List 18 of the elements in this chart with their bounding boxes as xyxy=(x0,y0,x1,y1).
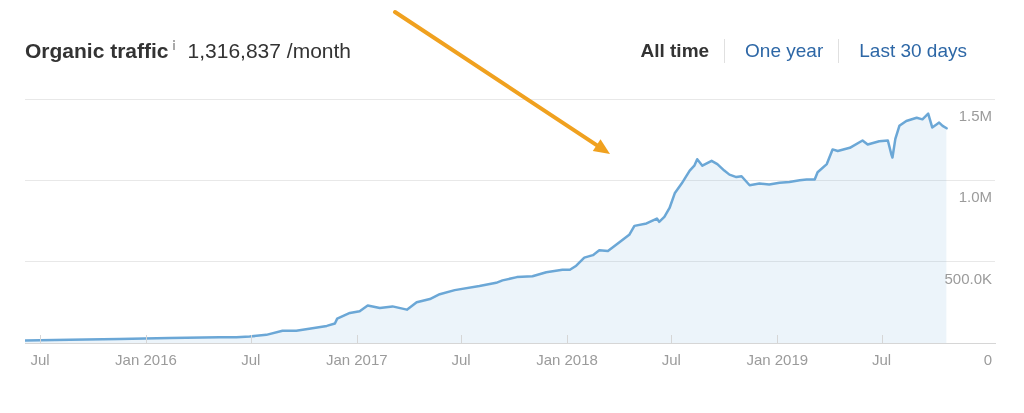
y-tick-label: 0 xyxy=(983,351,992,369)
x-tick-label: Jan 2019 xyxy=(746,351,809,369)
x-tick-label: Jul xyxy=(871,351,892,369)
text: Last 30 days xyxy=(859,40,967,62)
text: All time xyxy=(640,40,710,62)
x-tick-label: Jul xyxy=(661,351,681,369)
chart-subtitle: 1,316,837 /month xyxy=(187,39,352,64)
y-tick-label: 500.0K xyxy=(944,269,992,287)
x-tick-label: Jan 2016 xyxy=(115,351,177,369)
y-tick-label: 1.0M xyxy=(958,188,992,206)
y-tick-label: 1.5M xyxy=(958,107,992,125)
x-tick-label: Jul xyxy=(30,351,50,369)
text: One year xyxy=(745,40,824,62)
x-tick-label: Jan 2018 xyxy=(536,351,598,369)
chart-title: Organic traffic xyxy=(25,39,169,64)
x-tick-label: Jul xyxy=(241,351,261,369)
x-tick-label: Jan 2017 xyxy=(325,351,388,369)
x-tick-label: Jul xyxy=(451,351,471,369)
